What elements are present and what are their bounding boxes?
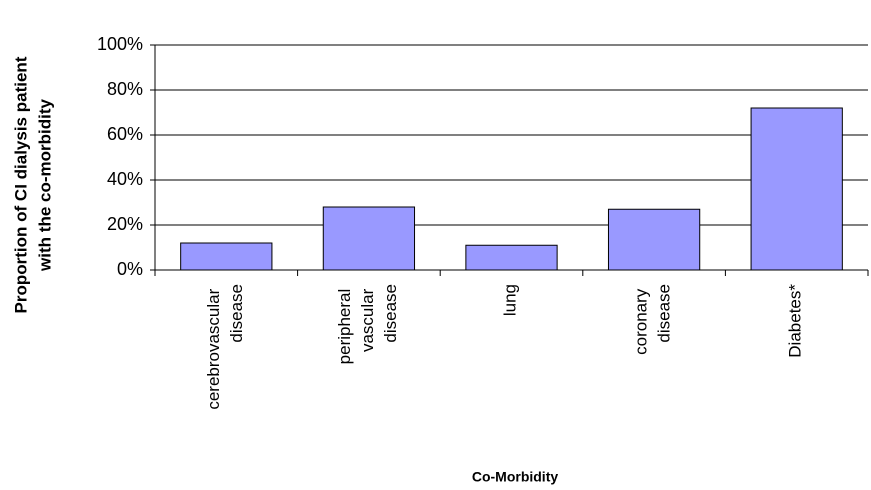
x-axis-title: Co-Morbidity [472, 469, 559, 485]
x-tick-label: Diabetes* [786, 284, 805, 358]
x-tick-label-line: Diabetes* [786, 284, 805, 358]
x-tick-label-line: disease [227, 284, 246, 343]
y-tick-label: 20% [107, 214, 143, 234]
bar [750, 107, 843, 271]
x-tick-label: cerebrovascular disease [204, 284, 246, 410]
y-tick-label: 80% [107, 79, 143, 99]
x-tick-label: coronary disease [632, 284, 674, 355]
x-tick-label-line: disease [381, 284, 400, 343]
bar [180, 242, 273, 271]
x-tick-label: peripheral vascular disease [335, 284, 400, 364]
y-tick-label: 60% [107, 124, 143, 144]
y-tick-label: 0% [117, 259, 143, 279]
y-axis-title: Proportion of CI dialysis patient [11, 56, 30, 313]
bar [465, 244, 558, 271]
bar [607, 208, 701, 271]
bar [322, 206, 416, 271]
x-tick-label-line: vascular [358, 284, 377, 352]
x-tick-label-line: coronary [632, 284, 651, 355]
x-tick-label-line: disease [655, 284, 674, 343]
y-tick-label: 100% [97, 34, 143, 54]
x-tick-label: lung [501, 284, 520, 316]
x-tick-label-line: peripheral [335, 284, 354, 364]
y-tick-label: 40% [107, 169, 143, 189]
x-tick-label-line: lung [501, 284, 520, 316]
x-tick-label-line: cerebrovascular [204, 284, 223, 410]
y-axis-title: with the co-morbidity [35, 99, 54, 272]
